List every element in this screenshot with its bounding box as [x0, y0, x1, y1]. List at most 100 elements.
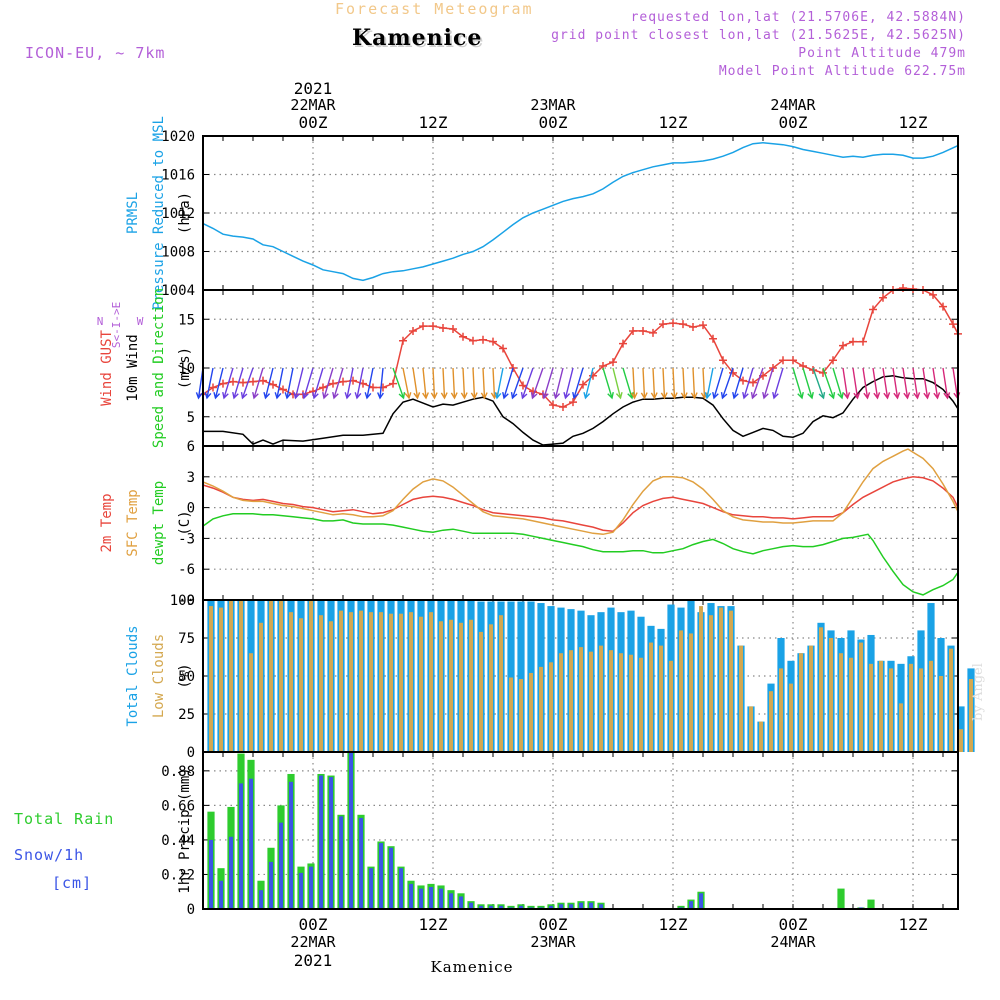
gust-marker: [529, 387, 537, 396]
wind-barb-shaft: [482, 367, 486, 399]
cloud-bar-1: [469, 619, 473, 752]
wind-barb-head: [542, 391, 549, 400]
gust-marker: [329, 379, 337, 388]
wind-barb-head: [704, 392, 712, 400]
wind-barb-shaft: [276, 367, 284, 399]
y-tick-label: 0: [187, 501, 195, 517]
wind-barb-shaft: [792, 367, 803, 399]
cloud-bar-1: [269, 600, 273, 752]
compass-label: S<-I->E: [110, 302, 123, 348]
precip-bar-1: [349, 752, 353, 909]
gust-marker: [259, 376, 267, 385]
wind-barb-shaft: [233, 367, 244, 399]
panel-frame: [202, 751, 959, 910]
y-tick-label: 100: [170, 593, 195, 609]
y-axis-label: Total Clouds: [125, 625, 141, 726]
bottom-hour-label: 00Z: [299, 915, 328, 934]
cloud-bar-1: [259, 622, 263, 752]
cloud-bar-1: [399, 613, 403, 752]
cloud-bar-1: [929, 660, 933, 752]
precip-bar-1: [489, 905, 493, 909]
bottom-hour-label: 12Z: [899, 915, 928, 934]
wind-barb-head: [252, 391, 259, 400]
wind-barb-shaft: [402, 367, 410, 399]
wind-barb-shaft: [751, 367, 764, 399]
cloud-bar-1: [229, 600, 233, 752]
wind-barb-shaft: [432, 367, 436, 399]
wind-barb-shaft: [392, 367, 405, 399]
wind-barb-shaft: [706, 367, 714, 399]
gust-marker: [609, 358, 617, 367]
cloud-bar-1: [519, 679, 523, 752]
wind-barb-head: [232, 391, 239, 400]
wind-barb-shaft: [503, 367, 514, 399]
wind-barb-shaft: [652, 367, 656, 399]
wind-barb-head: [553, 392, 561, 400]
wind-barb-shaft: [356, 367, 364, 399]
cloud-bar-1: [849, 657, 853, 752]
precip-bar-1: [479, 905, 483, 909]
y-axis-label: 10m Wind: [125, 334, 141, 401]
series-line-1: [202, 448, 959, 536]
panel-frame: [202, 445, 959, 601]
y-axis-label: Speed and Direction: [151, 288, 167, 448]
cloud-bar-1: [379, 612, 383, 752]
wind-barb-head: [883, 392, 891, 400]
cloud-bar-1: [719, 607, 723, 752]
wind-barb-shaft: [692, 367, 696, 399]
precip-bar-1: [229, 836, 233, 909]
wind-barb-head: [837, 391, 844, 400]
y-tick-label: 6: [187, 439, 195, 455]
wind-barb-head: [933, 392, 941, 400]
wind-barb-shaft: [366, 367, 374, 399]
wind-barb-shaft: [932, 367, 939, 399]
cloud-bar-1: [729, 610, 733, 752]
y-tick-label: 75: [178, 631, 195, 647]
precip-bar-0: [867, 899, 875, 909]
bottom-hour-label: 12Z: [419, 915, 448, 934]
cloud-bar-1: [459, 622, 463, 752]
gust-marker: [689, 323, 697, 332]
y-axis-label: (%): [177, 663, 193, 688]
precip-side-label: Total Rain: [14, 810, 114, 828]
cloud-bar-1: [749, 706, 753, 752]
point-altitude: Point Altitude 479m: [798, 46, 966, 61]
wind-barb-shaft: [379, 367, 384, 399]
cloud-bar-0: [507, 601, 515, 752]
wind-barb-head: [828, 391, 836, 400]
wind-barb-head: [502, 391, 509, 400]
panel-clouds: 0 25 50 75 100 Total Clouds Low Clouds (%): [125, 593, 975, 761]
gust-marker: [819, 368, 827, 377]
y-tick-label: 1008: [161, 245, 195, 261]
cloud-bar-1: [419, 616, 423, 752]
wind-barb-head: [660, 392, 668, 400]
wind-barb-head: [422, 392, 429, 400]
wind-barb-head: [843, 392, 851, 400]
wind-barb-head: [762, 391, 769, 400]
cloud-bar-1: [549, 662, 553, 752]
bottom-hour-label: 12Z: [659, 915, 688, 934]
cloud-bar-1: [599, 645, 603, 752]
gust-marker: [489, 337, 497, 346]
wind-barb-shaft: [573, 367, 584, 399]
wind-barb-shaft: [294, 367, 304, 399]
wind-barb-shaft: [442, 367, 446, 399]
y-axis-label: (m/s): [177, 347, 193, 389]
wind-barb-shaft: [802, 367, 813, 399]
wind-barb-head: [923, 392, 931, 400]
precip-bar-1: [549, 905, 553, 909]
wind-barb-shaft: [713, 367, 724, 399]
cloud-bar-1: [409, 612, 413, 752]
y-tick-label: 0.66: [161, 798, 195, 814]
wind-barb-shaft: [206, 367, 214, 399]
cloud-bar-1: [779, 668, 783, 752]
wind-barb-head: [530, 391, 538, 400]
gust-marker: [469, 336, 477, 345]
precip-bar-1: [699, 893, 703, 909]
cloud-bar-1: [589, 651, 593, 752]
cloud-bar-1: [219, 607, 223, 752]
wind-barb-head: [364, 392, 372, 400]
cloud-bar-1: [489, 624, 493, 752]
precip-side-label: [cm]: [52, 874, 92, 892]
wind-barb-head: [480, 392, 488, 400]
